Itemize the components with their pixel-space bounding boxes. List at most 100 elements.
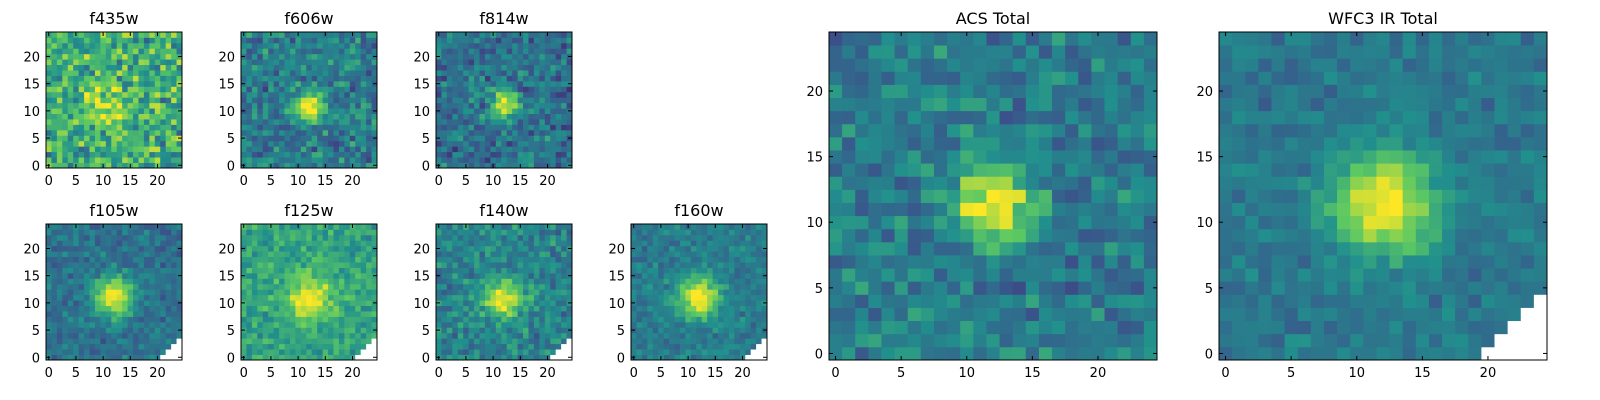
heatmap-cell — [468, 245, 475, 252]
heatmap-cell — [165, 162, 172, 169]
heatmap-cell — [528, 327, 535, 334]
heatmap-cell — [84, 251, 90, 258]
heatmap-cell — [566, 294, 573, 301]
y-tick-label: 5 — [617, 324, 625, 339]
heatmap-cell — [328, 262, 334, 268]
heatmap-cell — [366, 316, 372, 323]
heatmap-cell — [712, 332, 719, 339]
heatmap-cell — [484, 97, 491, 104]
heatmap-cell — [745, 300, 752, 306]
heatmap-cell — [349, 321, 356, 328]
heatmap-cell — [652, 354, 659, 361]
heatmap-cell — [533, 119, 540, 125]
heatmap-cell — [295, 86, 302, 93]
heatmap-cell — [360, 289, 367, 296]
heatmap-cell — [154, 343, 161, 350]
heatmap-cell — [1038, 281, 1053, 295]
heatmap-cell — [712, 300, 719, 306]
heatmap-cell — [349, 59, 356, 66]
heatmap-cell — [517, 146, 524, 153]
heatmap-cell — [56, 42, 63, 49]
heatmap-cell — [62, 294, 69, 301]
heatmap-cell — [133, 113, 139, 120]
heatmap-cell — [311, 146, 318, 153]
heatmap-cell — [555, 151, 562, 158]
heatmap-cell — [506, 70, 513, 76]
heatmap-cell — [51, 327, 58, 334]
heatmap-cell — [62, 157, 69, 163]
heatmap-cell — [306, 224, 313, 230]
heatmap-cell — [133, 300, 139, 306]
heatmap-cell — [474, 338, 480, 345]
heatmap-cell — [105, 64, 112, 71]
heatmap-cell — [73, 321, 80, 328]
heatmap-cell — [122, 289, 128, 296]
heatmap-cell — [295, 80, 302, 87]
heatmap-cell — [973, 241, 987, 256]
heatmap-cell — [533, 332, 540, 339]
heatmap-cell — [973, 163, 987, 177]
heatmap-cell — [539, 80, 546, 87]
heatmap-cell — [452, 240, 459, 247]
heatmap-cell — [273, 102, 280, 109]
heatmap-cell — [712, 251, 719, 258]
heatmap-cell — [73, 349, 80, 355]
heatmap-cell — [94, 343, 101, 350]
x-tick-label: 0 — [435, 174, 443, 189]
heatmap-cell — [523, 75, 529, 82]
heatmap-cell — [94, 135, 101, 142]
heatmap-cell — [300, 300, 307, 306]
heatmap-cell — [73, 86, 80, 93]
heatmap-cell — [550, 37, 557, 44]
heatmap-cell — [555, 283, 562, 290]
heatmap-cell — [311, 129, 318, 136]
heatmap-cell — [171, 91, 177, 98]
heatmap-cell — [468, 151, 475, 158]
heatmap-cell — [160, 37, 167, 44]
heatmap-cell — [105, 146, 112, 153]
heatmap-cell — [311, 349, 318, 355]
heatmap-cell — [279, 108, 285, 114]
heatmap-cell — [273, 48, 280, 55]
heatmap-cell — [669, 349, 675, 355]
heatmap-cell — [663, 311, 670, 317]
heatmap-cell — [761, 240, 768, 247]
heatmap-cell — [328, 80, 334, 87]
heatmap-cell — [105, 354, 112, 361]
heatmap-cell — [707, 272, 713, 279]
heatmap-cell — [138, 332, 145, 339]
heatmap-cell — [484, 70, 491, 76]
heatmap-cell — [446, 113, 453, 120]
heatmap-cell — [723, 311, 730, 317]
heatmap-cell — [160, 53, 167, 60]
heatmap-cell — [84, 354, 90, 361]
heatmap-cell — [512, 349, 518, 355]
heatmap-cell — [355, 75, 362, 82]
heatmap-cell — [920, 215, 935, 230]
heatmap-cell — [111, 70, 118, 76]
y-tick-label: 20 — [608, 242, 625, 257]
heatmap-cell — [62, 338, 69, 345]
heatmap-cell — [371, 48, 378, 55]
heatmap-cell — [262, 343, 269, 350]
heatmap-cell — [322, 75, 329, 82]
heatmap-cell — [127, 294, 134, 301]
heatmap-cell — [544, 283, 551, 290]
heatmap-cell — [94, 300, 101, 306]
heatmap-cell — [566, 119, 573, 125]
heatmap-cell — [116, 267, 123, 274]
heatmap-cell — [349, 97, 356, 104]
heatmap-cell — [756, 283, 762, 290]
heatmap-cell — [669, 305, 675, 312]
heatmap-cell — [94, 75, 101, 82]
heatmap-cell — [78, 162, 85, 169]
heatmap-cell — [999, 294, 1014, 308]
heatmap-cell — [143, 283, 150, 290]
heatmap-cell — [533, 113, 540, 120]
heatmap-cell — [355, 102, 362, 109]
heatmap-cell — [111, 332, 118, 339]
heatmap-cell — [441, 53, 448, 60]
heatmap-cell — [468, 343, 475, 350]
heatmap-cell — [723, 316, 730, 323]
heatmap-cell — [344, 102, 351, 109]
